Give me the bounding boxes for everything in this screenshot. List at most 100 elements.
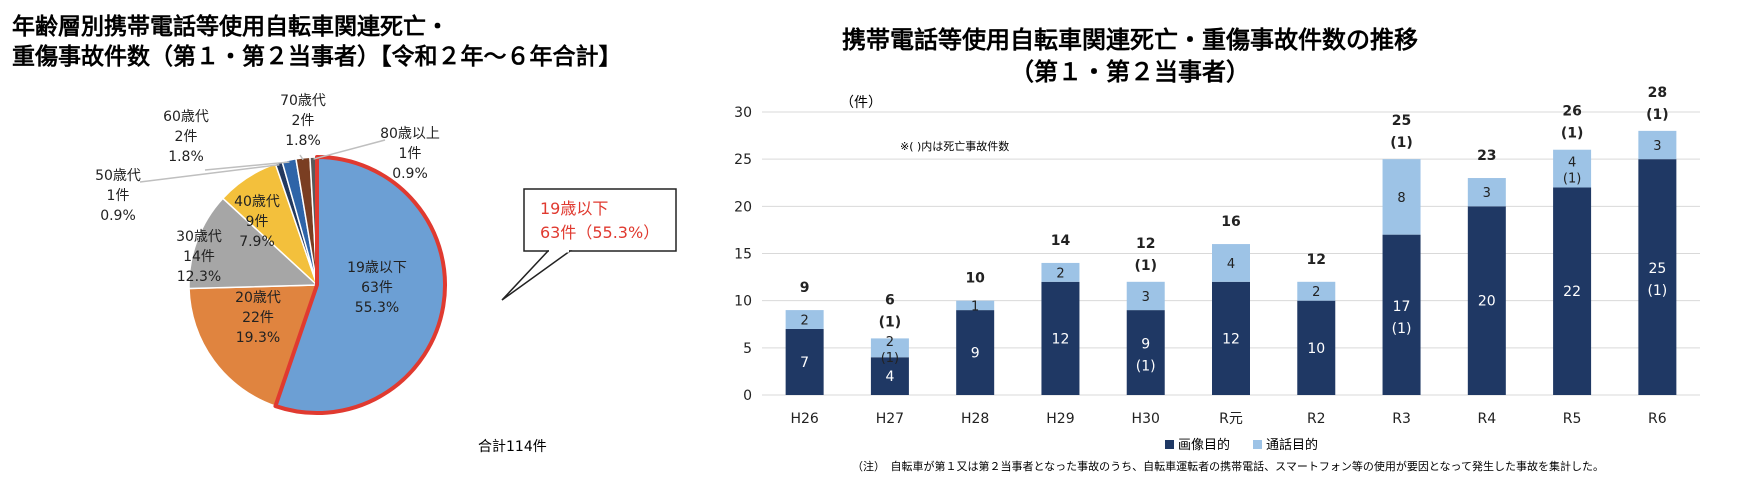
bar-total: 12 [1307,252,1326,268]
callout-pointer [501,250,573,301]
x-tick-label: R2 [1307,411,1326,427]
bar-call-R4 [1467,178,1506,207]
bar-call-value: 8 [1397,191,1405,206]
pie-title-line2: 重傷事故件数（第１・第２当事者）【令和２年～６年合計】 [12,43,622,70]
bar-total: 14 [1051,233,1071,249]
x-tick-label: H28 [961,411,989,427]
bar-image-H26 [785,328,824,395]
bar-image-deaths: (1) [1136,359,1156,375]
pie-leader-line [313,139,386,160]
callout-line1: 19歳以下 [540,199,608,218]
bar-call-R3 [1382,159,1421,235]
pie-label-count: 22件 [242,310,274,326]
bar-image-value: 20 [1478,294,1496,310]
bar-call-H30 [1126,281,1165,311]
x-tick-label: R元 [1219,411,1243,427]
y-tick-label: 30 [734,105,752,121]
pie-label-percent: 1.8% [285,133,321,149]
pie-label-name: 60歳代 [163,109,209,125]
pie-label-count: 1件 [399,146,422,162]
footnote: （注） 自転車が第１又は第２当事者となった事故のうち、自転車運転者の携帯電話、ス… [852,459,1604,473]
pie-total: 合計114件 [478,439,547,455]
bar-call-R元 [1212,244,1250,282]
bar-call-deaths: (1) [1563,172,1581,187]
bar-title-line2: （第１・第２当事者） [1010,58,1250,86]
pie-label-name: 80歳以上 [380,126,440,142]
x-tick-label: H26 [790,411,818,427]
bar-total: 9 [800,280,810,296]
pie-slice-highlight [273,155,447,415]
bar-call-value: 2 [1056,266,1064,281]
pie-label-percent: 0.9% [100,208,136,224]
bar-call-H26 [785,310,824,329]
pie-label-name: 50歳代 [95,168,141,184]
x-tick-label: H29 [1046,411,1074,427]
pie-label-count: 2件 [292,113,315,129]
bar-call-deaths: (1) [881,351,899,366]
bar-total: 12 [1136,236,1155,252]
bar-total: 16 [1221,214,1240,230]
x-tick-label: R4 [1477,411,1496,427]
bar-image-H30 [1126,310,1165,395]
bar-call-value: 2 [886,335,894,350]
bar-call-value: 1 [971,299,979,314]
x-tick-label: H27 [876,411,904,427]
bar-image-H28 [956,310,995,395]
pie-label-percent: 1.8% [168,149,204,165]
bar-image-R4 [1467,206,1506,395]
bar-call-value: 3 [1653,139,1661,154]
bar-call-H27 [870,338,909,358]
pie-label-name: 20歳代 [235,290,281,306]
bar-chart: 729H2642(1)6(1)H279110H2812214H299(1)312… [785,85,1677,427]
bar-total-deaths: (1) [1646,107,1669,123]
bar-call-value: 3 [1483,186,1491,201]
bar-image-value: 12 [1222,331,1240,347]
legend-swatch-call [1253,440,1262,449]
pie-leader-line [139,164,280,183]
bar-image-R3 [1382,234,1421,395]
bar-image-R6 [1638,159,1677,395]
y-tick-label: 25 [734,152,752,168]
x-tick-label: R3 [1392,411,1411,427]
pie-label-name: 19歳以下 [347,260,407,276]
bar-call-value: 2 [800,314,808,329]
bar-call-R6 [1638,130,1677,160]
pie-label-name: 40歳代 [234,194,280,210]
pie-label-count: 14件 [183,249,215,265]
pie-leader-line [204,161,290,171]
legend-label-call: 通話目的 [1266,437,1318,453]
pie-label-percent: 7.9% [239,234,275,250]
bar-image-value: 10 [1307,341,1325,357]
death-note: ※( )内は死亡事故件数 [900,139,1009,153]
legend-swatch-image [1165,440,1174,449]
pie-label-percent: 0.9% [392,166,428,182]
bar-call-value: 4 [1227,257,1235,272]
bar-image-deaths: (1) [1392,321,1412,337]
bar-image-value: 17 [1393,299,1411,315]
bar-call-H29 [1041,262,1080,282]
pie-leader-line [299,154,304,161]
pie-label-name: 70歳代 [280,93,326,109]
bar-image-H27 [870,357,909,395]
bar-total-deaths: (1) [1561,126,1584,142]
bar-title-line1: 携帯電話等使用自転車関連死亡・重傷事故件数の推移 [842,26,1418,54]
callout-box [523,188,677,252]
y-tick-label: 5 [743,341,752,357]
bar-image-R元 [1212,281,1250,395]
bar-call-value: 4 [1568,156,1576,171]
pie-title-line1: 年齢層別携帯電話等使用自転車関連死亡・ [12,13,449,40]
bar-image-value: 7 [800,355,809,371]
pie-label-count: 1件 [107,188,130,204]
x-tick-label: H30 [1132,411,1160,427]
pie-label-percent: 55.3% [355,300,399,316]
bar-image-R2 [1297,300,1336,395]
pie-labels: 19歳以下 63件 55.3% 20歳代 22件 19.3% 30歳代 14件 12.3% 40歳… [95,93,440,346]
pie-label-percent: 19.3% [236,330,280,346]
bar-call-value: 3 [1142,290,1150,305]
bar-image-value: 9 [971,346,980,362]
bar-call-R5 [1553,149,1592,188]
bar-image-value: 25 [1648,261,1666,277]
pie-label-count: 63件 [361,280,393,296]
y-tick-label: 20 [734,199,752,215]
bar-total: 10 [965,271,985,287]
